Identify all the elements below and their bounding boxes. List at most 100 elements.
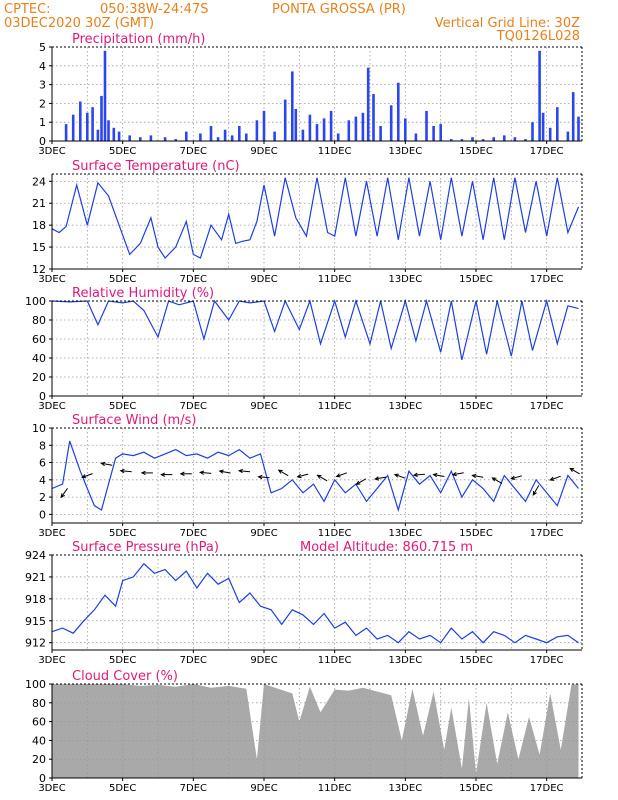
x-tick-label: 13DEC [388, 528, 422, 539]
precip-bar [245, 133, 248, 141]
precip-bar [273, 131, 276, 141]
panel-title: Surface Temperature (nC) [72, 159, 240, 174]
x-tick-label: 3DEC [38, 655, 65, 666]
y-tick-label: 0 [39, 135, 46, 148]
x-tick-label: 17DEC [530, 401, 564, 412]
precip-bar [103, 50, 107, 141]
y-tick-label: 1 [39, 116, 46, 129]
x-tick-label: 9DEC [250, 401, 277, 412]
x-tick-label: 15DEC [459, 146, 493, 157]
y-tick-label: 20 [32, 371, 46, 384]
wind-arrow [393, 473, 406, 479]
x-tick-label: 15DEC [459, 401, 493, 412]
y-tick-label: 6 [39, 457, 46, 470]
precip-bar [556, 107, 559, 141]
wind-arrow [140, 470, 153, 476]
precip-bar [372, 94, 375, 141]
x-tick-label: 7DEC [180, 401, 207, 412]
precip-bar [354, 116, 358, 141]
y-tick-label: 40 [32, 352, 46, 365]
precip-bar [96, 129, 100, 141]
x-tick-label: 5DEC [109, 401, 136, 412]
x-tick-label: 9DEC [250, 146, 277, 157]
x-tick-label: 15DEC [459, 528, 493, 539]
x-tick-label: 17DEC [530, 655, 564, 666]
wind-arrow [451, 471, 464, 477]
precip-bar [139, 137, 142, 141]
x-tick-label: 15DEC [459, 783, 493, 794]
precip-bar [503, 135, 506, 141]
cloud-cover-area [52, 684, 579, 778]
x-tick-label: 15DEC [459, 655, 493, 666]
header-location: PONTA GROSSA (PR) [272, 2, 406, 17]
wind-arrow [160, 472, 173, 477]
y-tick-label: 915 [25, 615, 46, 628]
panel-title: Surface Wind (m/s) [72, 413, 196, 428]
cloud-cover-panel: Cloud Cover (%) 0 20 40 60 80 100 3DEC 5DEC 7DEC 9… [25, 669, 583, 794]
x-tick-label: 5DEC [109, 655, 136, 666]
wind-arrow [510, 475, 523, 480]
precip-bar [322, 118, 326, 141]
x-tick-label: 3DEC [38, 528, 65, 539]
x-tick-label: 7DEC [180, 783, 207, 794]
precip-bar [460, 139, 464, 141]
precip-bar [185, 131, 188, 141]
precip-bar [404, 118, 407, 141]
precip-bar [107, 120, 110, 141]
precip-bar [541, 112, 545, 141]
wind-arrow [100, 461, 113, 467]
precip-bar [366, 67, 370, 141]
y-tick-label: 5 [39, 41, 46, 54]
y-tick-label: 4 [39, 60, 46, 73]
precip-bar [361, 112, 365, 141]
y-tick-label: 3 [39, 79, 46, 92]
y-tick-label: 4 [39, 474, 46, 487]
precip-bar [379, 126, 382, 141]
precip-bar [216, 137, 220, 141]
x-tick-label: 9DEC [250, 528, 277, 539]
y-tick-label: 2 [39, 97, 46, 110]
y-tick-label: 0 [39, 390, 46, 403]
x-tick-label: 11DEC [318, 146, 352, 157]
precip-bar [79, 101, 82, 141]
precip-bar [414, 133, 418, 141]
wind-arrow [257, 474, 270, 480]
panel-annotation: Model Altitude: 860.715 m [300, 540, 473, 555]
precip-bar [149, 135, 153, 141]
y-tick-label: 24 [32, 175, 46, 188]
x-tick-label: 7DEC [180, 146, 207, 157]
panel-title: Cloud Cover (%) [72, 669, 178, 684]
pressure-panel: Surface Pressure (hPa) Model Altitude: 86… [25, 540, 583, 666]
precip-bar [397, 82, 400, 141]
wind-arrow [432, 473, 445, 478]
precip-bar [389, 105, 393, 141]
x-tick-label: 5DEC [109, 528, 136, 539]
y-tick-label: 924 [25, 549, 46, 562]
precip-bar [163, 137, 167, 141]
wind-arrow [569, 467, 580, 475]
x-tick-label: 7DEC [180, 655, 207, 666]
wind-arrow [60, 488, 68, 499]
wind-arrow [549, 475, 561, 481]
x-tick-label: 13DEC [388, 655, 422, 666]
x-tick-label: 3DEC [38, 401, 65, 412]
precip-bar [238, 126, 241, 141]
precip-bar [439, 124, 442, 141]
y-tick-label: 0 [39, 508, 46, 521]
header-model-id: TQ0126L028 [496, 29, 580, 44]
temperature-panel: Surface Temperature (nC) 12 15 18 21 24 3DEC 5D… [32, 159, 583, 285]
precip-bar [308, 114, 312, 141]
y-tick-label: 80 [32, 697, 46, 710]
panel-title: Precipitation (mm/h) [72, 32, 205, 47]
x-tick-label: 9DEC [250, 783, 277, 794]
precip-bar [100, 95, 103, 141]
y-tick-label: 912 [25, 637, 46, 650]
precip-bar [425, 110, 428, 141]
precip-bar [329, 110, 333, 141]
precip-bar [548, 127, 552, 141]
x-tick-label: 11DEC [318, 528, 352, 539]
y-tick-label: 60 [32, 716, 46, 729]
precip-bar [91, 107, 94, 141]
x-tick-label: 13DEC [388, 146, 422, 157]
y-tick-label: 20 [32, 753, 46, 766]
